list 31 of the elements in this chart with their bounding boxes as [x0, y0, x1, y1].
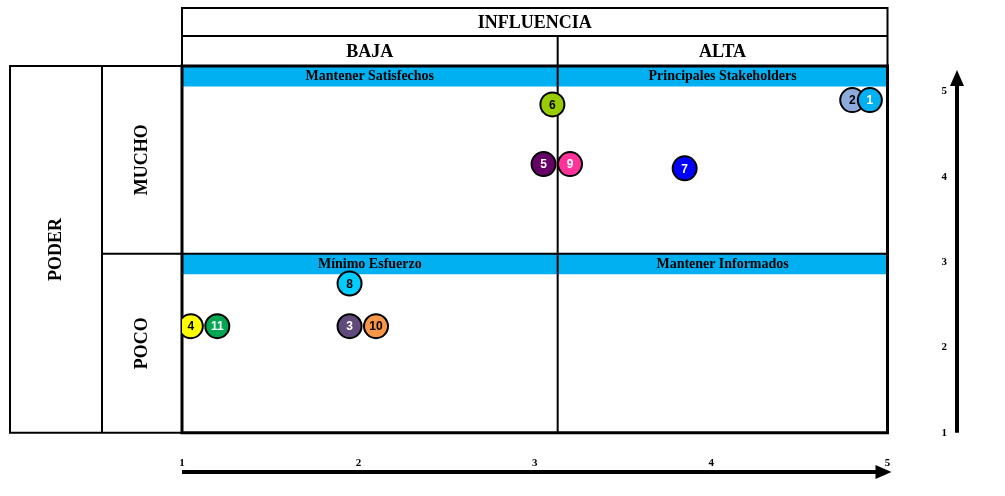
annotation: Mínimo Esfuerzo — [317, 255, 422, 271]
y-tick-label: 1 — [941, 425, 947, 438]
x-tick-label: 5 — [884, 456, 891, 469]
annotation: Principales Stakeholders — [648, 67, 798, 83]
x-tick-label: 1 — [179, 456, 185, 469]
series-label: 10 — [369, 319, 384, 334]
y-tick-label: 2 — [941, 340, 948, 353]
series-label: 2 — [848, 93, 856, 108]
series-label: 7 — [681, 161, 689, 176]
x-tick-label: 2 — [355, 456, 362, 469]
series-label: 8 — [346, 276, 354, 291]
text: PODER — [44, 216, 65, 281]
series-label: 4 — [187, 319, 195, 334]
text: MUCHO — [130, 124, 151, 196]
annotation: Mantener Informados — [656, 255, 790, 271]
series-label: 11 — [210, 319, 224, 334]
series-label: 1 — [866, 93, 874, 108]
text: ALTA — [699, 40, 747, 61]
series-label: 3 — [346, 319, 354, 334]
y-tick-label: 3 — [941, 255, 948, 268]
y-tick-label: 5 — [941, 84, 948, 97]
series-label: 5 — [540, 157, 548, 172]
x-tick-label: 3 — [532, 456, 538, 469]
series-label: 6 — [549, 97, 557, 112]
text: POCO — [130, 317, 151, 370]
x-tick-label: 4 — [708, 456, 715, 469]
x-axis-title: INFLUENCIA — [477, 11, 592, 32]
annotation: Mantener Satisfechos — [305, 67, 435, 83]
text: BAJA — [346, 40, 394, 61]
series-label: 9 — [566, 157, 574, 172]
y-tick-label: 4 — [941, 169, 948, 182]
